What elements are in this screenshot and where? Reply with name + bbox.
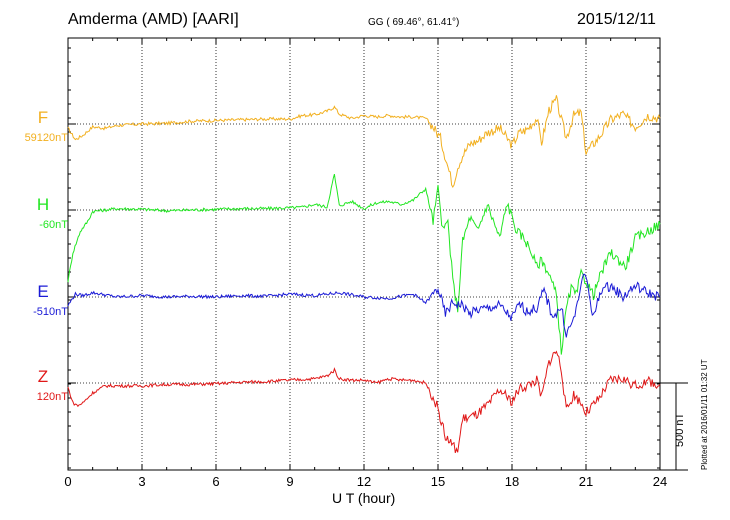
- x-tick-label: 9: [286, 474, 293, 489]
- x-tick-label: 6: [212, 474, 219, 489]
- x-tick-label: 0: [64, 474, 71, 489]
- station-title: Amderma (AMD) [AARI]: [68, 11, 239, 28]
- date-label: 2015/12/11: [577, 11, 656, 28]
- x-tick-label: 12: [357, 474, 371, 489]
- series-line-h: [67, 173, 661, 355]
- scale-bar-label: 500 nT: [674, 412, 686, 447]
- series-line-e: [67, 273, 661, 338]
- series-baseline-e: -510nT: [33, 306, 68, 318]
- x-tick-label: 3: [138, 474, 145, 489]
- series-line-f: [67, 95, 661, 188]
- series-baseline-f: 59120nT: [24, 132, 68, 144]
- series-baseline-z: 120nT: [36, 391, 68, 403]
- series-baseline-h: -60nT: [39, 219, 68, 231]
- series-name-z: Z: [37, 367, 49, 386]
- x-axis-label: U T (hour): [332, 490, 396, 506]
- plotted-timestamp: Plotted at 2016/01/11 01:32 UT: [700, 359, 709, 470]
- x-tick-label: 21: [579, 474, 593, 489]
- x-tick-label: 24: [653, 474, 667, 489]
- x-tick-label: 15: [431, 474, 445, 489]
- series-name-e: E: [37, 282, 49, 301]
- series-line-z: [67, 350, 661, 454]
- series-name-f: F: [37, 108, 49, 127]
- x-tick-label: 18: [505, 474, 519, 489]
- geographic-coordinates: GG ( 69.46°, 61.41°): [368, 17, 460, 28]
- series-name-h: H: [36, 195, 50, 214]
